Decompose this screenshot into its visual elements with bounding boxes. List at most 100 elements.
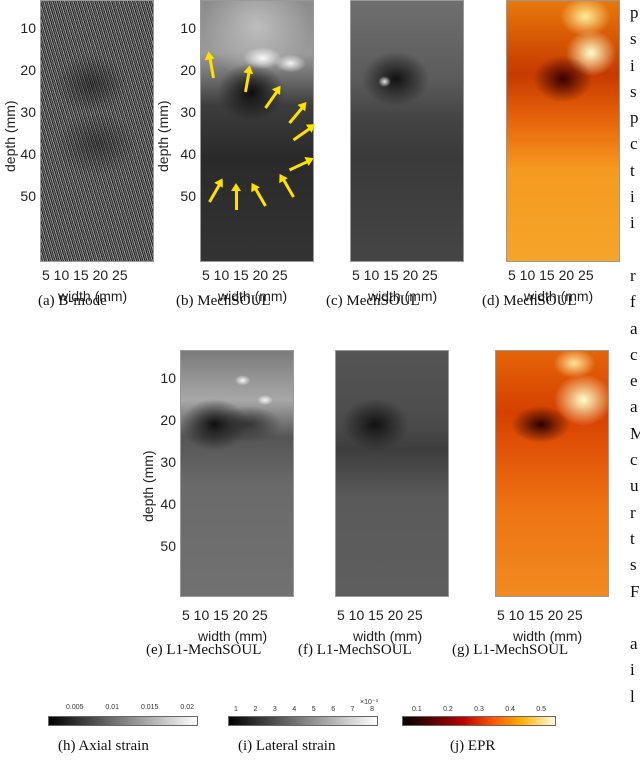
x-tick-labels: 5 10 15 20 25: [352, 267, 438, 283]
cbar-tick: 4: [292, 706, 297, 713]
cbar-tick: 1: [234, 706, 238, 713]
edge-char: a: [630, 397, 638, 417]
l1-lateral-strain-image: [335, 350, 449, 597]
edge-char: s: [630, 81, 637, 101]
ytick: 20: [160, 412, 176, 428]
colorbar-lateral-ticks: 1 2 3 4 5 6 7 8: [228, 706, 378, 713]
x-tick-labels: 5 10 15 20 25: [42, 267, 128, 283]
cbar-tick: 5: [311, 706, 316, 713]
edge-char: e: [630, 371, 638, 391]
ytick: 30: [180, 104, 196, 120]
cbar-tick: 0.015: [140, 704, 159, 711]
ytick: 10: [20, 20, 36, 36]
edge-char: i: [630, 187, 635, 207]
panel-e-l1-axial: 10 20 30 40 50 depth (mm) 5 10 15 20 25 …: [140, 350, 294, 644]
edge-char: s: [630, 555, 637, 575]
ytick: 50: [180, 188, 196, 204]
colorbar-lateral-exponent: ×10⁻³: [360, 699, 378, 706]
edge-char: p: [630, 108, 639, 128]
ytick: 10: [160, 370, 176, 386]
panel-a-bmode: 10 20 30 40 50 depth (mm) 5 10 15 20 25 …: [0, 0, 154, 304]
cbar-tick: 0.01: [105, 704, 120, 711]
bmode-image: [40, 0, 154, 262]
edge-char: t: [630, 528, 635, 548]
edge-char: r: [630, 265, 636, 285]
caption-e: (e) L1-MechSOUL: [146, 642, 262, 658]
colorbar-epr: [402, 716, 556, 726]
axial-strain-image: [200, 0, 314, 262]
edge-char: M: [630, 423, 640, 443]
colorbar-epr-ticks: 0.1 0.2 0.3 0.4 0.5: [402, 706, 556, 713]
caption-c: (c) MechSOUL: [326, 293, 420, 309]
x-axis-label: width (mm): [368, 288, 438, 304]
caption-h: (h) Axial strain: [58, 738, 149, 754]
ytick: 30: [20, 104, 36, 120]
cbar-tick: 0.02: [180, 704, 194, 711]
colorbar-lateral: [228, 716, 378, 726]
panel-c-mechsoul-lateral: 5 10 15 20 25 width (mm): [310, 0, 464, 304]
ytick: 30: [160, 454, 176, 470]
cbar-tick: 3: [272, 706, 277, 713]
cbar-tick: 0.3: [474, 706, 484, 713]
cbar-tick: 0.005: [66, 704, 84, 711]
edge-char: c: [630, 450, 638, 470]
x-axis-label: width (mm): [58, 288, 128, 304]
l1-axial-strain-image: [180, 350, 294, 597]
epr-image: [506, 0, 620, 262]
ytick: 40: [160, 496, 176, 512]
edge-char: i: [630, 660, 635, 680]
caption-i: (i) Lateral strain: [238, 738, 336, 754]
cbar-tick: 0.1: [412, 706, 422, 713]
cbar-tick: 8: [370, 706, 374, 713]
edge-char: F: [630, 581, 640, 601]
cbar-tick: 0.5: [536, 706, 546, 713]
lateral-strain-image: [350, 0, 464, 262]
caption-b: (b) MechSOUL: [176, 293, 271, 309]
x-axis-label: width (mm): [353, 628, 423, 644]
edge-char: a: [630, 634, 638, 654]
edge-char: l: [630, 686, 635, 706]
cbar-tick: 2: [253, 706, 258, 713]
x-axis-label: width (mm): [513, 628, 583, 644]
ytick: 40: [20, 146, 36, 162]
edge-char: r: [630, 502, 636, 522]
edge-char: p: [630, 3, 639, 22]
edge-char: f: [630, 292, 636, 312]
edge-char: [630, 605, 640, 631]
caption-d: (d) MechSOUL: [482, 293, 577, 309]
ytick: 20: [180, 62, 196, 78]
panel-f-l1-lateral: 5 10 15 20 25 width (mm): [295, 350, 449, 644]
colorbar-axial: [48, 716, 198, 726]
colorbar-axial-ticks: 0.005 0.01 0.015 0.02: [48, 704, 198, 711]
x-tick-labels: 5 10 15 20 25: [182, 607, 268, 623]
edge-char: t: [630, 160, 635, 180]
caption-a: (a) B-mode: [38, 293, 107, 309]
y-axis-label: depth (mm): [155, 100, 171, 172]
cbar-tick: 7: [350, 706, 355, 713]
x-tick-labels: 5 10 15 20 25: [337, 607, 423, 623]
x-tick-labels: 5 10 15 20 25: [202, 267, 288, 283]
edge-char: c: [630, 134, 638, 154]
edge-char: [630, 237, 640, 263]
edge-char: u: [630, 476, 639, 496]
cbar-tick: 0.2: [443, 706, 453, 713]
ytick: 50: [160, 538, 176, 554]
x-tick-labels: 5 10 15 20 25: [508, 267, 594, 283]
caption-j: (j) EPR: [450, 738, 496, 754]
caption-g: (g) L1-MechSOUL: [452, 642, 569, 658]
edge-char: c: [630, 344, 638, 364]
l1-epr-image: [495, 350, 609, 597]
ytick: 40: [180, 146, 196, 162]
edge-char: i: [630, 55, 635, 75]
edge-text-column: p s i s p c t i i r f a c e a M c u r t …: [630, 0, 640, 782]
edge-char: i: [630, 213, 635, 233]
x-tick-labels: 5 10 15 20 25: [497, 607, 583, 623]
x-axis-label: width (mm): [198, 628, 268, 644]
panel-g-l1-epr: 5 10 15 20 25 width (mm): [455, 350, 609, 644]
panel-d-mechsoul-epr: 5 10 15 20 25 width (mm): [466, 0, 620, 304]
x-axis-label: width (mm): [218, 288, 288, 304]
caption-f: (f) L1-MechSOUL: [298, 642, 412, 658]
edge-char: s: [630, 29, 637, 49]
panel-b-mechsoul-axial: 10 20 30 40 50 depth (mm) 5 10 15 20 25 …: [155, 0, 314, 304]
edge-char: a: [630, 318, 638, 338]
